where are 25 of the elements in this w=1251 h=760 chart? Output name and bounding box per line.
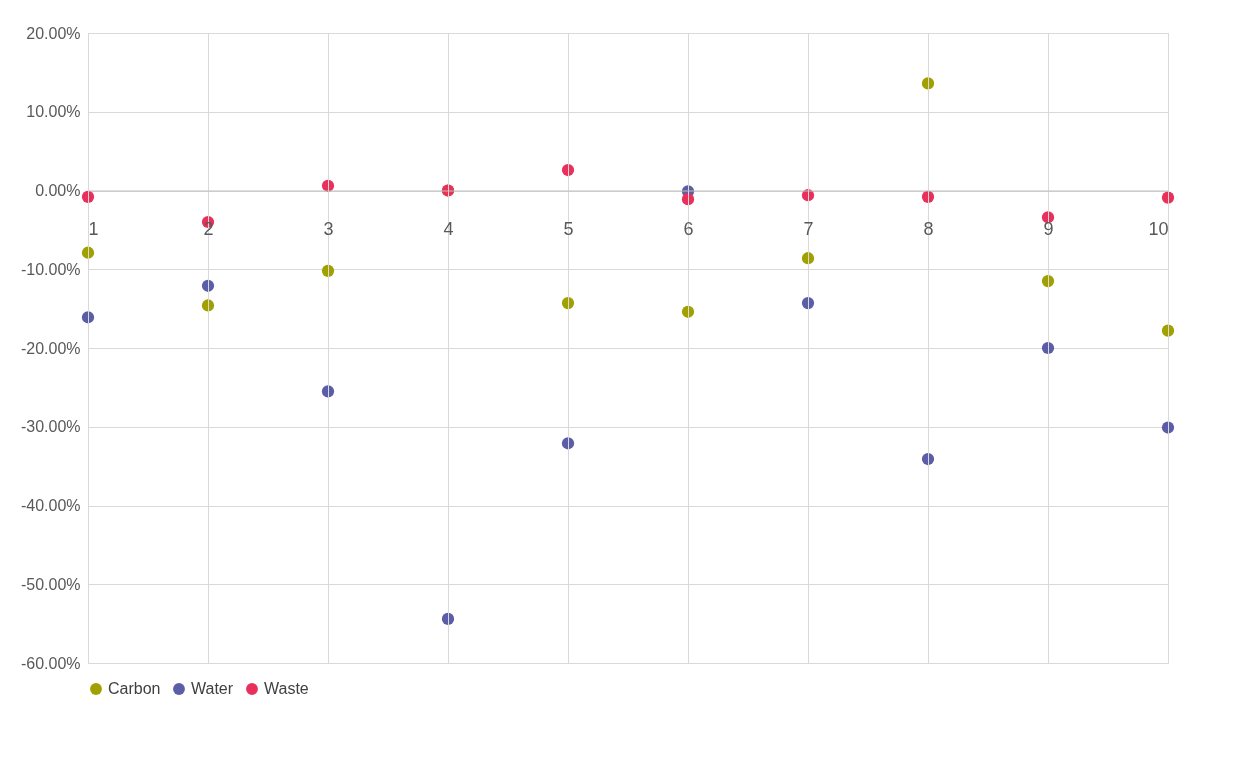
x-tick-label: 1	[88, 219, 99, 239]
x-tick-label: 3	[323, 219, 334, 239]
x-tick-label: 4	[443, 219, 454, 239]
x-tick-label: 7	[803, 219, 814, 239]
y-tick-label: 0.00%	[35, 182, 81, 199]
point	[921, 452, 935, 466]
y-tick-label: 10.00%	[26, 103, 81, 121]
point	[561, 163, 575, 177]
point	[1041, 274, 1055, 288]
legend-label: Carbon	[108, 680, 161, 697]
y-tick-label: -10.00%	[20, 260, 81, 278]
x-tick-label: 9	[1043, 219, 1054, 239]
y-tick-label: -60.00%	[20, 654, 81, 672]
legend-label: Water	[191, 680, 234, 697]
x-tick-label: 5	[563, 219, 574, 239]
y-tick-label: 20.00%	[26, 24, 81, 42]
y-tick-label: -40.00%	[20, 497, 81, 514]
x-tick-label: 10	[1148, 219, 1169, 239]
point	[1041, 341, 1055, 355]
x-tick-label: 8	[923, 219, 934, 239]
y-tick-label: -30.00%	[20, 418, 81, 436]
x-tick-label: 6	[683, 219, 694, 239]
y-tick-label: -50.00%	[20, 575, 81, 593]
y-tick-label: -20.00%	[20, 339, 81, 357]
legend-label: Waste	[264, 680, 309, 697]
